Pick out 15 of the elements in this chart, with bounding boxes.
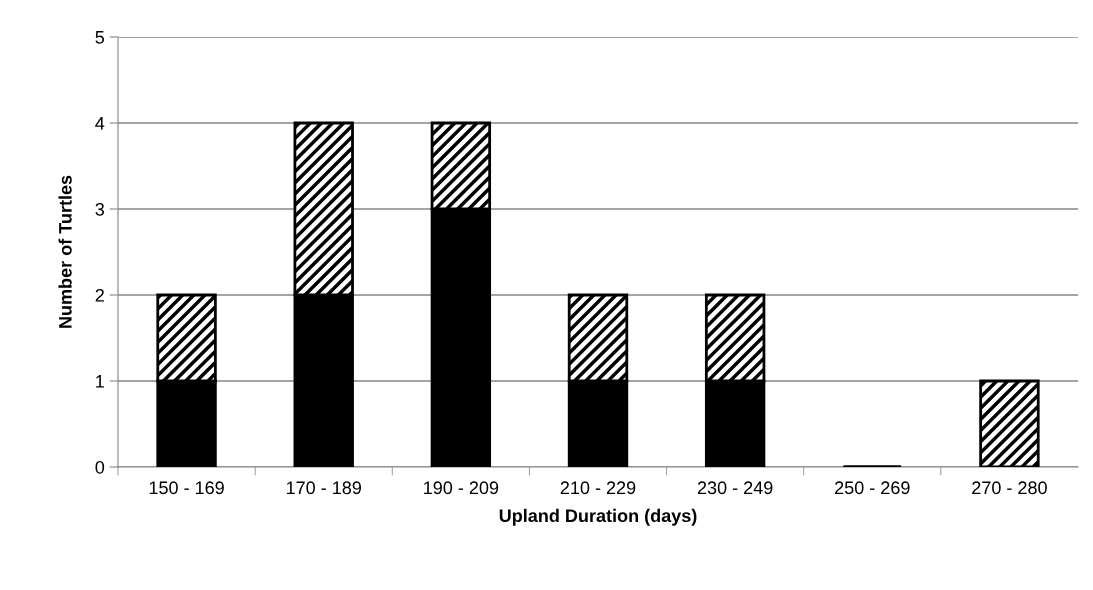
x-tick-label: 230 - 249 — [697, 481, 773, 495]
x-tick-label: 150 - 169 — [149, 481, 224, 495]
y-tick-label: 5 — [95, 31, 105, 44]
x-tick-label: 170 - 189 — [286, 481, 362, 495]
x-tick-label: 270 - 280 — [972, 481, 1047, 495]
x-tick-label: 250 - 269 — [835, 481, 910, 495]
x-tick-label: 210 - 229 — [560, 481, 636, 495]
y-tick-label: 3 — [95, 202, 105, 216]
y-tick-label: 1 — [96, 375, 104, 388]
y-axis-title: Number of Turtles — [58, 175, 72, 328]
y-tick-label: 2 — [95, 288, 104, 302]
y-tick-label: 0 — [95, 460, 105, 474]
x-axis-title: Upland Duration (days) — [499, 508, 697, 526]
y-tick-label: 4 — [95, 117, 105, 130]
x-tick-label: 190 - 209 — [424, 481, 499, 495]
